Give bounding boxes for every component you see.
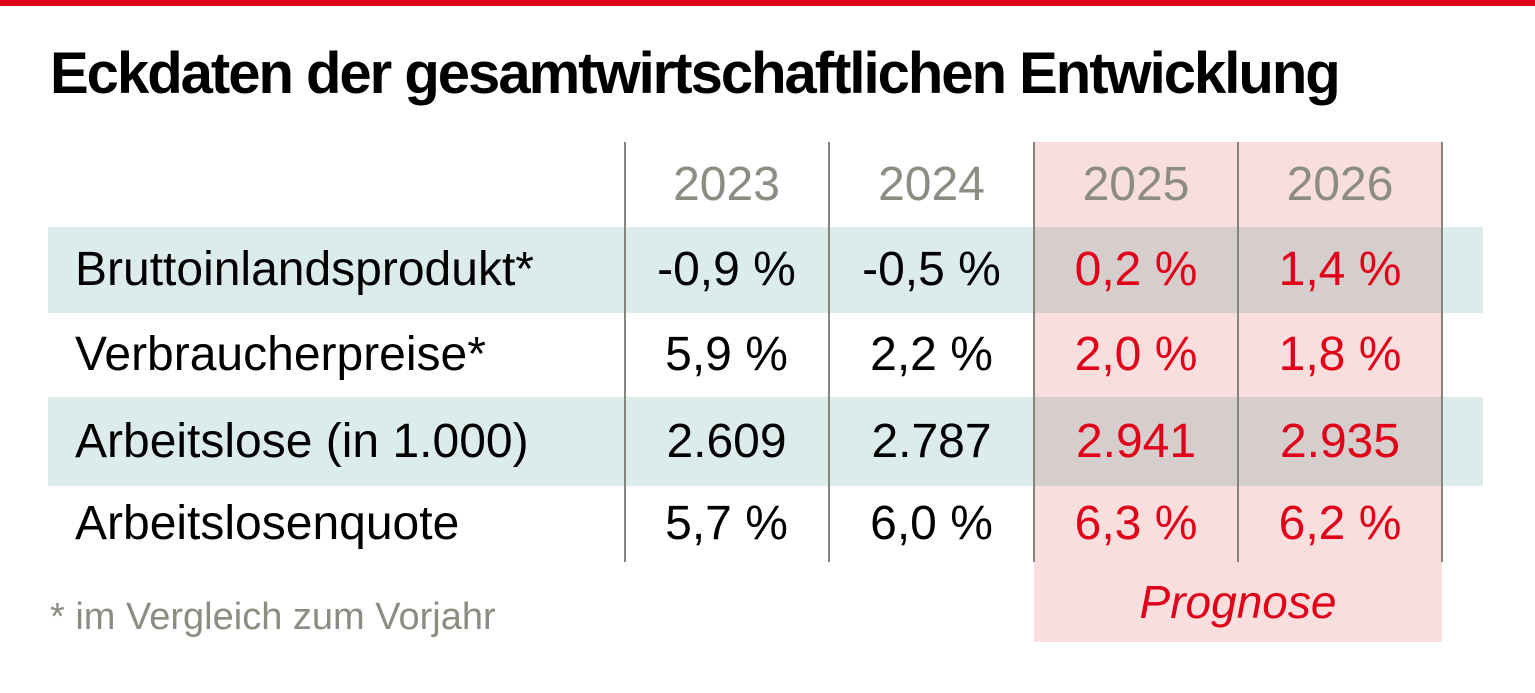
cell-2023: 5,9 % — [665, 328, 788, 381]
cell-2023: 2.609 — [666, 414, 787, 468]
cell-2026: 6,2 % — [1278, 497, 1402, 550]
year-header-2025: 2025 — [1082, 157, 1190, 211]
cell-2025: 0,2 % — [1074, 243, 1198, 296]
cell-2024: 6,0 % — [870, 497, 993, 550]
cell-2023: -0,9 % — [657, 243, 796, 296]
column-divider-3 — [1033, 142, 1035, 562]
page-title: Eckdaten der gesamtwirtschaftlichen Entw… — [50, 41, 1341, 106]
cell-2024: 2,2 % — [870, 328, 993, 381]
year-header-2026: 2026 — [1286, 157, 1394, 211]
cell-2024: 2.787 — [871, 414, 992, 468]
row-label: Verbraucherpreise* — [75, 328, 486, 381]
column-divider-1 — [624, 142, 626, 562]
top-accent-bar — [0, 0, 1535, 6]
footnote: * im Vergleich zum Vorjahr — [50, 596, 496, 638]
column-divider-2 — [828, 142, 830, 562]
forecast-label: Prognose — [1139, 576, 1337, 628]
cell-2025: 6,3 % — [1074, 497, 1198, 550]
cell-2024: -0,5 % — [862, 243, 1001, 296]
cell-2026: 1,8 % — [1278, 328, 1402, 381]
row-label: Arbeitslosenquote — [75, 497, 460, 550]
cell-2025: 2.941 — [1075, 414, 1197, 468]
year-header-2023: 2023 — [673, 157, 780, 211]
table-header-row: 2023 2024 2025 2026 — [0, 142, 1535, 227]
table-row: Arbeitslosenquote 5,7 % 6,0 % 6,3 % 6,2 … — [0, 486, 1535, 562]
column-divider-4 — [1237, 142, 1239, 562]
table-row: Bruttoinlandsprodukt* -0,9 % -0,5 % 0,2 … — [0, 227, 1535, 313]
cell-2026: 2.935 — [1279, 414, 1401, 468]
cell-2025: 2,0 % — [1074, 328, 1198, 381]
column-divider-5 — [1441, 142, 1443, 562]
cell-2023: 5,7 % — [665, 497, 788, 550]
table-row: Arbeitslose (in 1.000) 2.609 2.787 2.941… — [0, 397, 1535, 486]
row-label: Arbeitslose (in 1.000) — [75, 414, 529, 468]
row-label: Bruttoinlandsprodukt* — [75, 243, 534, 296]
table-row: Verbraucherpreise* 5,9 % 2,2 % 2,0 % 1,8… — [0, 313, 1535, 397]
cell-2026: 1,4 % — [1278, 243, 1402, 296]
year-header-2024: 2024 — [878, 157, 985, 211]
